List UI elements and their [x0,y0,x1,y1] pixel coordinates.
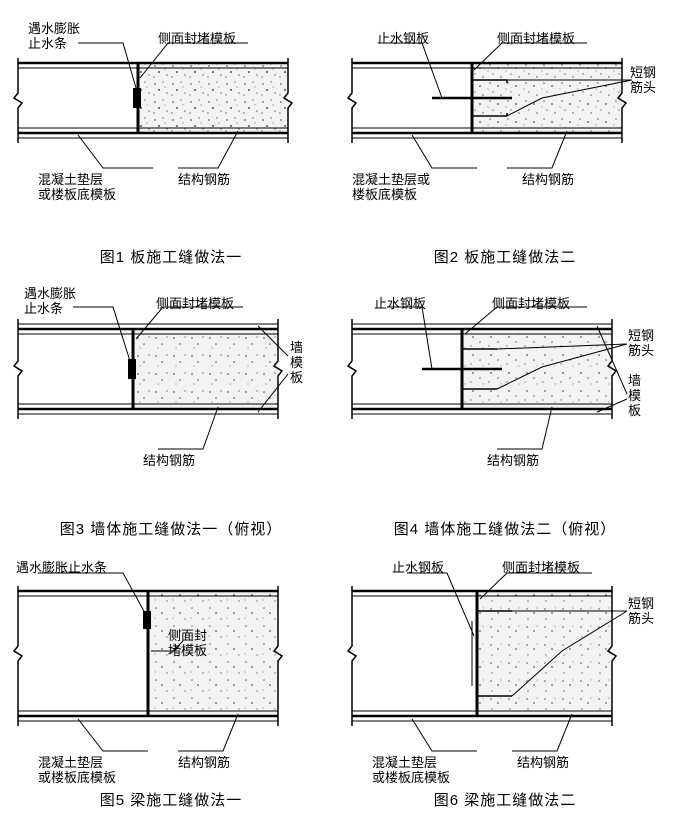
figure-3-panel: 遇水膨胀止水条 侧面封堵模板 墙模板 结构钢筋 图3 墙体施工缝做法一（俯视） [8,279,334,542]
lbl-struct-rebar: 结构钢筋 [178,756,230,771]
lbl-side-formwork-2line: 侧面封堵模板 [168,629,207,659]
lbl-side-formwork: 侧面封堵模板 [497,32,575,47]
lbl-bedding: 混凝土垫层或楼板底模板 [38,173,116,203]
lbl-struct-rebar: 结构钢筋 [143,454,195,469]
lbl-short-rebar: 短钢筋头 [628,597,654,627]
figure-6-panel: 止水钢板 侧面封堵模板 短钢筋头 混凝土垫层或楼板底模板 结构钢筋 图6 梁施工… [342,551,668,814]
figure-5-panel: 遇水膨胀止水条 侧面封堵模板 混凝土垫层或楼板底模板 结构钢筋 图5 梁施工缝做… [8,551,334,814]
figure-3-svg [8,279,338,539]
lbl-bedding-or: 混凝土垫层或楼板底模板 [352,173,430,203]
caption-4: 图4 墙体施工缝做法二（俯视） [342,518,668,539]
figure-grid: 遇水膨胀止水条 侧面封堵模板 混凝土垫层或楼板底模板 结构钢筋 图1 板施工缝做… [0,0,676,822]
figure-1-panel: 遇水膨胀止水条 侧面封堵模板 混凝土垫层或楼板底模板 结构钢筋 图1 板施工缝做… [8,8,334,271]
lbl-struct-rebar: 结构钢筋 [487,454,539,469]
lbl-wall-formwork: 墙模板 [628,374,641,419]
lbl-expansion-strip: 遇水膨胀止水条 [28,22,80,52]
lbl-side-formwork: 侧面封堵模板 [158,32,236,47]
lbl-waterstop: 止水钢板 [377,32,429,47]
figure-4-svg [342,279,672,539]
lbl-side-formwork: 侧面封堵模板 [492,297,570,312]
lbl-side-formwork: 侧面封堵模板 [156,297,234,312]
lbl-struct-rebar: 结构钢筋 [178,173,230,188]
figure-2-svg [342,8,672,268]
lbl-short-rebar: 短钢筋头 [630,66,656,96]
figure-4-panel: 止水钢板 侧面封堵模板 短钢筋头 墙模板 结构钢筋 图4 墙体施工缝做法二（俯视… [342,279,668,542]
lbl-struct-rebar: 结构钢筋 [522,173,574,188]
lbl-expansion-strip-oneline: 遇水膨胀止水条 [16,561,107,576]
figure-2-panel: 止水钢板 侧面封堵模板 短钢筋头 混凝土垫层或楼板底模板 结构钢筋 图2 板施工… [342,8,668,271]
lbl-wall-formwork: 墙模板 [290,341,303,386]
lbl-waterstop: 止水钢板 [374,297,426,312]
lbl-struct-rebar: 结构钢筋 [517,756,569,771]
lbl-short-rebar: 短钢筋头 [628,329,654,359]
lbl-bedding: 混凝土垫层或楼板底模板 [372,756,450,786]
lbl-bedding: 混凝土垫层或楼板底模板 [38,756,116,786]
lbl-expansion-strip: 遇水膨胀止水条 [24,287,76,317]
caption-5: 图5 梁施工缝做法一 [8,789,334,810]
caption-6: 图6 梁施工缝做法二 [342,789,668,810]
lbl-side-formwork: 侧面封堵模板 [502,561,580,576]
caption-2: 图2 板施工缝做法二 [342,246,668,267]
caption-3: 图3 墙体施工缝做法一（俯视） [8,518,334,539]
caption-1: 图1 板施工缝做法一 [8,246,334,267]
lbl-waterstop: 止水钢板 [392,561,444,576]
